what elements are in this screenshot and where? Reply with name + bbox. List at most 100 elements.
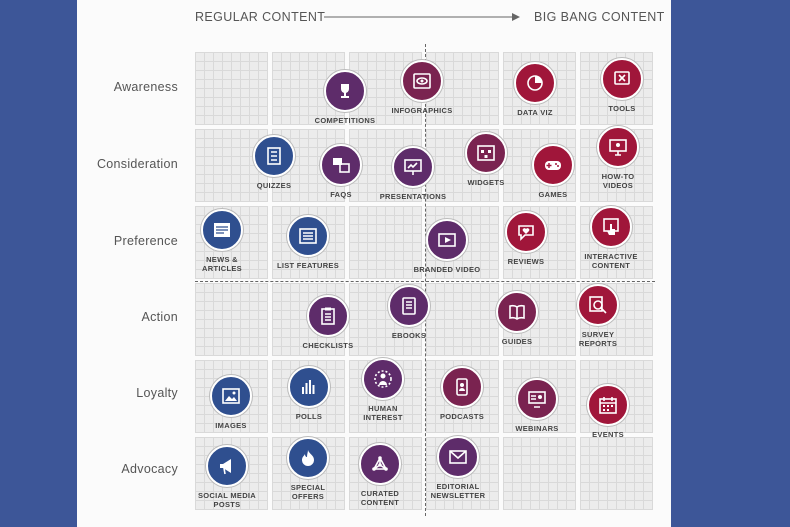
item-caption: EBOOKS: [367, 331, 451, 340]
item-caption: HOW-TO VIDEOS: [576, 172, 660, 190]
content-item-checklists: CHECKLISTS: [286, 295, 370, 350]
content-item-list-features: LIST FEATURES: [266, 215, 350, 270]
item-caption: PODCASTS: [420, 412, 504, 421]
row-label-action: Action: [141, 310, 178, 324]
item-caption: INTERACTIVE CONTENT: [569, 252, 653, 270]
content-item-webinars: WEBINARS: [495, 378, 579, 433]
caption-line-2: POSTS: [213, 500, 241, 509]
caption-line-2: CONTENT: [591, 261, 631, 270]
phone-icon: [441, 366, 483, 408]
content-item-social-media-posts: SOCIAL MEDIA POSTS: [185, 445, 269, 509]
content-item-guides: GUIDES: [475, 291, 559, 346]
content-item-quizzes: QUIZZES: [232, 135, 316, 190]
item-caption: CHECKLISTS: [286, 341, 370, 350]
caption-line-1: EVENTS: [592, 430, 624, 439]
item-caption: SOCIAL MEDIA POSTS: [185, 491, 269, 509]
row-label-consideration: Consideration: [96, 157, 178, 171]
item-caption: SURVEY REPORTS: [556, 330, 640, 348]
grid-cell: [580, 437, 653, 510]
list-icon: [287, 215, 329, 257]
content-item-curated-content: CURATED CONTENT: [338, 443, 422, 507]
caption-line-1: CHECKLISTS: [302, 341, 354, 350]
caption-line-1: COMPETITIONS: [314, 116, 376, 125]
content-item-tools: TOOLS: [580, 58, 664, 113]
grid-cell: [349, 206, 422, 279]
content-item-interactive-content: INTERACTIVE CONTENT: [569, 206, 653, 270]
item-caption: PRESENTATIONS: [371, 192, 455, 201]
content-item-survey-reports: SURVEY REPORTS: [556, 284, 640, 348]
content-item-polls: POLLS: [267, 366, 351, 421]
caption-line-2: VIDEOS: [602, 181, 634, 190]
caption-line-1: POLLS: [295, 412, 323, 421]
right-arrow-icon: [324, 13, 520, 21]
item-caption: IMAGES: [189, 421, 273, 430]
content-item-images: IMAGES: [189, 375, 273, 430]
magnifier-icon: [577, 284, 619, 326]
header-big-bang-content: BIG BANG CONTENT: [534, 10, 665, 24]
grid-cell: [195, 283, 268, 356]
megaphone-icon: [206, 445, 248, 487]
caption-line-1: INFOGRAPHICS: [391, 106, 453, 115]
qa-icon: [320, 144, 362, 186]
clipboard-icon: [307, 295, 349, 337]
caption-line-1: PRESENTATIONS: [379, 192, 447, 201]
widget-icon: [465, 132, 507, 174]
item-caption: REVIEWS: [484, 257, 568, 266]
item-caption: GUIDES: [475, 337, 559, 346]
webinar-icon: [516, 378, 558, 420]
item-caption: BRANDED VIDEO: [405, 265, 489, 274]
caption-line-1: INTERACTIVE: [584, 252, 638, 261]
content-item-events: EVENTS: [566, 384, 650, 439]
content-item-special-offers: SPECIAL OFFERS: [266, 437, 350, 501]
row-label-awareness: Awareness: [113, 80, 178, 94]
content-item-news-articles: NEWS & ARTICLES: [180, 209, 264, 273]
touch-icon: [590, 206, 632, 248]
eye-icon: [401, 60, 443, 102]
caption-line-1: SOCIAL MEDIA: [197, 491, 257, 500]
grid-cell: [426, 283, 499, 356]
caption-line-2: ARTICLES: [202, 264, 242, 273]
grid-cell: [580, 52, 653, 125]
book-icon: [496, 291, 538, 333]
grid-cell: [195, 129, 268, 202]
people-icon: [362, 358, 404, 400]
content-item-presentations: PRESENTATIONS: [371, 146, 455, 201]
content-item-infographics: INFOGRAPHICS: [380, 60, 464, 115]
caption-line-1: FAQS: [330, 190, 352, 199]
item-caption: POLLS: [267, 412, 351, 421]
tools-icon: [601, 58, 643, 100]
item-caption: DATA VIZ: [493, 108, 577, 117]
caption-line-1: DATA VIZ: [517, 108, 553, 117]
item-caption: EDITORIAL NEWSLETTER: [416, 482, 500, 500]
content-item-branded-video: BRANDED VIDEO: [405, 219, 489, 274]
content-item-reviews: REVIEWS: [484, 211, 568, 266]
caption-line-1: WIDGETS: [467, 178, 505, 187]
item-caption: WIDGETS: [444, 178, 528, 187]
content-item-editorial-newsletter: EDITORIAL NEWSLETTER: [416, 436, 500, 500]
presentation-icon: [392, 146, 434, 188]
content-item-ebooks: EBOOKS: [367, 285, 451, 340]
grid-cell: [426, 52, 499, 125]
caption-line-1: EDITORIAL: [436, 482, 480, 491]
caption-line-1: REVIEWS: [507, 257, 545, 266]
caption-line-1: HUMAN: [368, 404, 398, 413]
item-caption: TOOLS: [580, 104, 664, 113]
flame-icon: [287, 437, 329, 479]
item-caption: EVENTS: [566, 430, 650, 439]
caption-line-1: GAMES: [538, 190, 568, 199]
image-icon: [210, 375, 252, 417]
content-item-how-to-videos: HOW-TO VIDEOS: [576, 126, 660, 190]
caption-line-2: NEWSLETTER: [430, 491, 486, 500]
caption-line-1: PODCASTS: [439, 412, 485, 421]
caption-line-1: QUIZZES: [256, 181, 292, 190]
caption-line-2: CONTENT: [360, 498, 400, 507]
tablet-icon: [388, 285, 430, 327]
content-item-podcasts: PODCASTS: [420, 366, 504, 421]
caption-line-1: SPECIAL: [290, 483, 326, 492]
caption-line-2: INTEREST: [363, 413, 403, 422]
network-icon: [359, 443, 401, 485]
header-regular-content: REGULAR CONTENT: [195, 10, 326, 24]
caption-line-1: WEBINARS: [515, 424, 559, 433]
item-caption: HUMAN INTEREST: [341, 404, 425, 422]
row-label-loyalty: Loyalty: [136, 386, 178, 400]
